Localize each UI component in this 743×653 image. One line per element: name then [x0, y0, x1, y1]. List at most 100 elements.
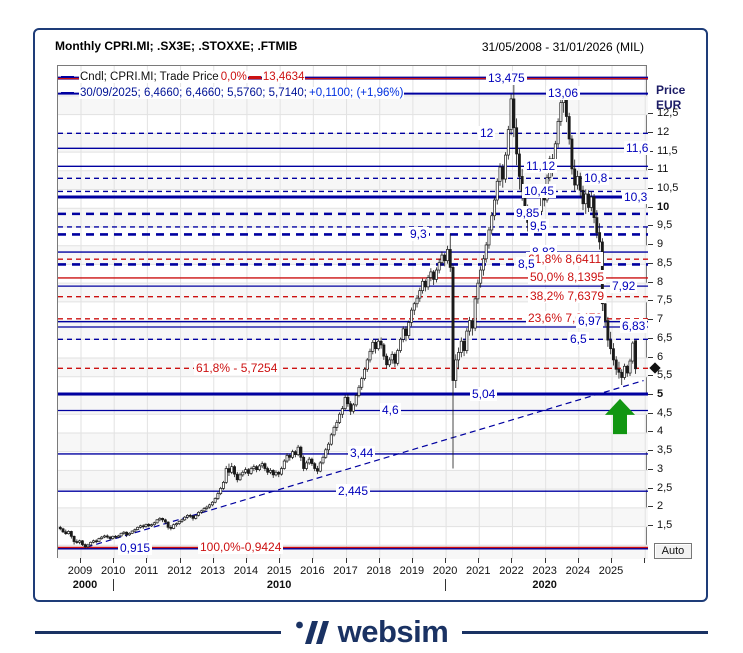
level-label: 13,475 [486, 70, 527, 85]
year-tick-mark [279, 558, 281, 563]
level-label: 3,44 [348, 446, 376, 461]
decade-label: 2010 [266, 579, 292, 591]
year-tick-mark [644, 558, 646, 563]
year-tick-label: 2016 [300, 565, 325, 577]
year-tick-label: 2011 [134, 565, 159, 577]
year-tick-mark [80, 558, 81, 563]
price-tick-label: 8,5 [657, 256, 673, 269]
year-tick-label: 2022 [499, 565, 524, 577]
price-tick-mark [648, 188, 653, 190]
level-label: 9,85 [514, 206, 542, 221]
series-marker-icon [61, 76, 74, 78]
price-tick-mark [648, 225, 653, 227]
year-tick-label: 2018 [366, 565, 391, 577]
price-tick-label: 7,5 [657, 294, 673, 307]
year-tick-label: 2010 [100, 565, 126, 577]
price-tick-label: 2,5 [657, 481, 673, 494]
level-label: 10,3 [622, 189, 650, 204]
price-tick-mark [648, 319, 653, 321]
level-label: 50,0% 8,1395 [528, 270, 607, 285]
price-axis[interactable]: Price EUR Auto 12,5 12 11,5 11 10,5 10 9,5 9 8,5… [648, 65, 708, 559]
level-label: 9,3 [408, 226, 429, 241]
level-label: 2,445 [336, 483, 371, 498]
legend-series-text: Cndl; CPRI.MI; Trade Price [79, 71, 220, 83]
level-label: 100,0%-0,9424 [198, 539, 284, 554]
level-label: 0,915 [118, 540, 153, 555]
year-tick-label: 2009 [67, 565, 93, 577]
decade-label: 2020 [532, 579, 557, 591]
legend-quote-text: 30/09/2025; 6,4660; 6,4660; 5,5760; 5,71… [79, 87, 309, 99]
year-tick-mark [146, 558, 148, 563]
price-tick-label: 7 [657, 313, 664, 326]
price-tick-label: 12 [657, 125, 670, 138]
year-tick-label: 2014 [233, 565, 259, 577]
quote-marker-icon [61, 92, 74, 94]
level-label: 11,12 [524, 158, 558, 173]
price-tick-label: 4,5 [657, 406, 673, 419]
level-label: 7,92 [610, 278, 638, 293]
level-label: 6,5 [568, 331, 589, 346]
price-tick-mark [648, 281, 653, 283]
legend-row-series: Cndl; CPRI.MI; Trade Price 0,0% 13,4634 [61, 69, 404, 85]
year-tick-mark [345, 558, 347, 563]
price-tick-label: 6,5 [657, 331, 673, 344]
year-tick-label: 2024 [565, 565, 591, 577]
price-tick-mark [648, 131, 653, 133]
level-label: 4,6 [380, 402, 401, 417]
decade-tick-mark [113, 579, 115, 591]
price-tick-label: 5,5 [657, 369, 673, 382]
price-tick-mark [648, 412, 653, 414]
chart-title: Monthly CPRI.MI; .SX3E; .STOXXE; .FTMIB [55, 39, 298, 53]
price-tick-mark [648, 450, 653, 452]
price-tick-label: 8 [657, 275, 664, 288]
year-tick-label: 2023 [532, 565, 557, 577]
auto-scale-button[interactable]: Auto [654, 543, 692, 559]
level-label: 12 [478, 125, 496, 140]
year-tick-mark [411, 558, 413, 563]
level-label: 6,83 [620, 319, 648, 334]
price-tick-label: 6 [657, 350, 664, 363]
price-tick-label: 5 [657, 387, 664, 400]
price-tick-mark [648, 525, 653, 527]
price-tick-label: 10 [657, 200, 670, 213]
fib-zero-pct-label: 0,0% [219, 71, 248, 83]
date-range: 31/05/2008 - 31/01/2026 (MIL) [481, 40, 644, 54]
year-tick-label: 2017 [333, 565, 358, 577]
price-tick-label: 3 [657, 462, 664, 475]
price-tick-mark [648, 506, 653, 508]
price-tick-mark [648, 468, 653, 470]
year-tick-mark [511, 558, 513, 563]
year-tick-label: 2025 [598, 565, 624, 577]
year-tick-mark [212, 558, 214, 563]
level-label: 11,6 [624, 140, 651, 155]
year-tick-mark [245, 558, 247, 563]
level-label: 8,5 [516, 256, 537, 271]
year-tick-mark [378, 558, 380, 563]
price-tick-mark [648, 113, 653, 115]
websim-logo-icon [295, 621, 329, 644]
price-tick-mark [648, 375, 653, 377]
price-tick-label: 1,5 [657, 519, 673, 532]
price-axis-title: Price [656, 83, 686, 97]
year-tick-mark [445, 558, 447, 563]
year-tick-mark [478, 558, 480, 563]
footer: websim [0, 612, 743, 652]
green-up-arrow [605, 398, 636, 435]
price-tick-label: 9,5 [657, 219, 673, 232]
year-tick-label: 2015 [266, 565, 292, 577]
year-tick-label: 2012 [167, 565, 192, 577]
price-tick-label: 2 [657, 500, 664, 513]
price-tick-mark [648, 300, 653, 302]
level-label: 5,04 [470, 386, 498, 401]
time-axis[interactable]: 2009 2010 2011 2012 2013 2014 2015 2016 2017 2018… [57, 558, 657, 600]
price-tick-label: 4 [657, 425, 664, 438]
year-tick-label: 2013 [200, 565, 225, 577]
websim-logo: websim [281, 614, 463, 650]
footer-divider-left [35, 630, 281, 634]
price-chart[interactable]: Cndl; CPRI.MI; Trade Price 0,0% 13,4634 … [57, 65, 651, 559]
year-tick-label: 2019 [399, 565, 425, 577]
price-tick-mark [648, 150, 653, 152]
year-tick-mark [577, 558, 579, 563]
year-tick-label: 2020 [432, 565, 458, 577]
